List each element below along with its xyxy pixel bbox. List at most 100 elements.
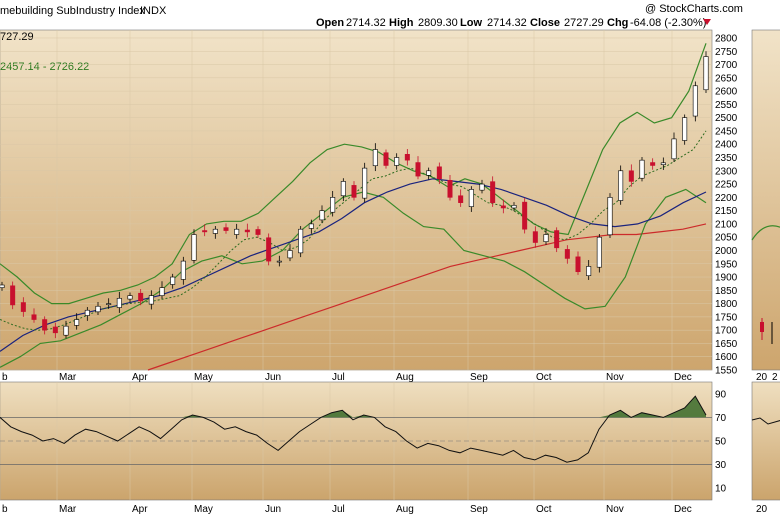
candle-body xyxy=(394,157,400,166)
candle-body xyxy=(511,205,517,209)
candle-body xyxy=(682,117,688,141)
candle-body xyxy=(692,85,698,117)
candle-body xyxy=(180,260,186,280)
month-tick-label: Apr xyxy=(132,372,148,383)
candle-body xyxy=(0,284,5,288)
candle-body xyxy=(500,205,506,209)
candle-body xyxy=(308,223,314,229)
candle-body xyxy=(20,302,26,312)
candle-body xyxy=(628,170,634,182)
candle-body xyxy=(74,319,80,326)
price-tick-label: 1750 xyxy=(715,312,738,323)
price-tick-label: 2450 xyxy=(715,126,738,137)
candle-body xyxy=(42,319,48,331)
price-tick-label: 2050 xyxy=(715,233,738,244)
candle-body xyxy=(479,183,485,191)
high-value: 2809.30 xyxy=(418,17,458,29)
price-tick-label: 1850 xyxy=(715,286,738,297)
candle-body xyxy=(372,149,378,167)
rsi-month-tick-label: Apr xyxy=(132,504,148,515)
right-year-label: 20 xyxy=(756,372,768,383)
close-label: Close xyxy=(530,17,560,29)
month-tick-label: Aug xyxy=(396,372,414,383)
candle-body xyxy=(490,181,496,203)
price-tick-label: 1700 xyxy=(715,326,738,337)
candle-body xyxy=(330,197,336,213)
candle-body xyxy=(404,154,410,161)
candle-body xyxy=(95,305,101,313)
right-panel-bg xyxy=(751,29,780,371)
bollinger-label: 2457.14 - 2726.22 xyxy=(0,61,89,73)
candle-body xyxy=(170,276,176,285)
price-tick-label: 2300 xyxy=(715,166,738,177)
chg-value: -64.08 (-2.30%) xyxy=(630,17,706,29)
candle-body xyxy=(244,229,250,233)
candle-body xyxy=(650,162,656,166)
price-tick-label: 2400 xyxy=(715,140,738,151)
price-tick-label: 2150 xyxy=(715,206,738,217)
candle-body xyxy=(362,167,368,199)
candle-body xyxy=(148,295,154,305)
rsi-tick-label: 90 xyxy=(715,389,727,400)
candle-body xyxy=(223,227,229,231)
price-tick-label: 2600 xyxy=(715,87,738,98)
price-tick-label: 1600 xyxy=(715,352,738,363)
candle-body xyxy=(607,197,613,236)
candle-body xyxy=(575,256,581,273)
last-price-label: 727.29 xyxy=(0,31,34,43)
right-candle-body xyxy=(760,322,764,332)
candle-body xyxy=(543,234,549,243)
price-tick-label: 2500 xyxy=(715,113,738,124)
chg-label: Chg xyxy=(607,17,628,29)
rsi-month-tick-label: Oct xyxy=(536,504,552,515)
candle-body xyxy=(202,230,208,233)
price-y-axis: 1550 1600 1650 1700 1750 1800 1850 1900 1950 2000… xyxy=(715,33,738,376)
candle-body xyxy=(564,249,570,259)
candle-body xyxy=(351,185,357,198)
rsi-layer: 10 30 50 70 90 xyxy=(0,389,727,495)
candle-body xyxy=(106,303,112,305)
price-tick-label: 2250 xyxy=(715,180,738,191)
candle-body xyxy=(468,189,474,207)
candle-body xyxy=(554,230,560,249)
month-tick-label: Jun xyxy=(265,372,281,383)
candle-body xyxy=(618,170,624,201)
date-x-axis: b b Mar Mar Apr Apr May May Jun Jun Jul Jul Aug Aug Se… xyxy=(2,372,692,515)
candle-body xyxy=(63,325,69,336)
rsi-tick-label: 10 xyxy=(715,484,727,495)
close-value: 2727.29 xyxy=(564,17,604,29)
open-label: Open xyxy=(316,17,344,29)
rsi-month-tick-label: May xyxy=(194,504,213,515)
bollinger-upper-line xyxy=(0,43,707,305)
price-tick-label: 2350 xyxy=(715,153,738,164)
price-tick-label: 2200 xyxy=(715,193,738,204)
price-panel-bg xyxy=(0,29,713,371)
chart-title: mebuilding SubIndustry Index xyxy=(0,5,145,17)
rsi-month-tick-label: Jul xyxy=(332,504,345,515)
low-label: Low xyxy=(460,17,482,29)
month-tick-label: Jul xyxy=(332,372,345,383)
rsi-month-tick-label: Sep xyxy=(470,504,488,515)
candle-body xyxy=(671,138,677,160)
candle-body xyxy=(31,314,37,320)
candle-body xyxy=(522,201,528,230)
rsi-month-tick-label: Jun xyxy=(265,504,281,515)
right-rsi-bg xyxy=(751,381,780,501)
candle-body xyxy=(415,162,421,177)
price-tick-label: 2750 xyxy=(715,47,738,58)
down-triangle-icon xyxy=(703,19,711,25)
ma200-layer xyxy=(147,223,707,371)
candle-body xyxy=(234,228,240,235)
candle-body xyxy=(255,229,261,235)
candle-body xyxy=(191,234,197,261)
rsi-month-tick-label: Aug xyxy=(396,504,414,515)
price-tick-label: 2100 xyxy=(715,219,738,230)
price-tick-label: 2800 xyxy=(715,33,738,44)
price-tick-label: 2650 xyxy=(715,73,738,84)
candle-body xyxy=(84,309,90,316)
candle-body xyxy=(596,236,602,268)
month-tick-label: Sep xyxy=(470,372,488,383)
candle-body xyxy=(586,266,592,277)
candle-body xyxy=(660,162,666,165)
